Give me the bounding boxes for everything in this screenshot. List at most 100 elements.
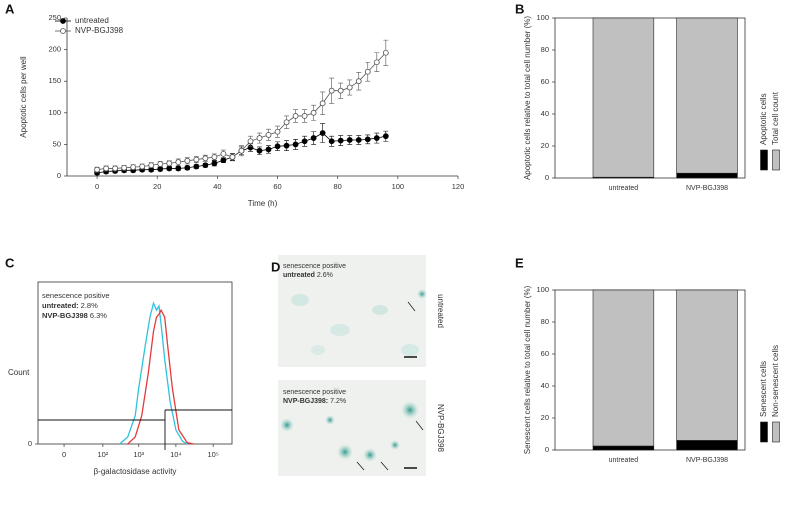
x-tick-label: untreated xyxy=(609,185,639,192)
marker xyxy=(94,166,100,173)
panel-label: C xyxy=(5,255,15,270)
x-tick-label: 10⁵ xyxy=(207,450,218,459)
marker xyxy=(292,113,299,119)
legend-swatch xyxy=(772,149,780,171)
y-tick-label: 0 xyxy=(28,439,32,448)
side-label: untreated xyxy=(436,294,445,328)
marker xyxy=(139,163,146,170)
annotation-label: NVP-BGJ398 xyxy=(42,311,88,320)
marker xyxy=(184,164,191,171)
y-tick-label: 50 xyxy=(53,139,61,148)
marker xyxy=(301,138,308,145)
marker xyxy=(184,157,191,164)
marker xyxy=(328,138,335,145)
x-tick-label: NVP-BGJ398 xyxy=(686,457,728,464)
marker xyxy=(193,156,200,163)
marker xyxy=(247,138,254,145)
x-tick-label: 40 xyxy=(213,182,221,191)
bar xyxy=(592,17,655,178)
y-tick-label: 0 xyxy=(545,173,549,182)
bar xyxy=(592,445,655,451)
marker xyxy=(157,166,164,172)
caption: untreated 2.6% xyxy=(283,272,333,279)
legend-swatch xyxy=(760,421,768,443)
x-tick-label: 60 xyxy=(273,182,281,191)
marker xyxy=(130,164,137,171)
legend-swatch xyxy=(772,421,780,443)
series-line xyxy=(127,308,194,445)
image xyxy=(278,380,426,476)
x-tick-label: 10⁴ xyxy=(170,450,182,459)
y-axis-label: Apoptotic cells relative to total cell n… xyxy=(523,16,532,180)
y-tick-label: 100 xyxy=(536,285,549,294)
y-axis-label: Count xyxy=(8,368,30,377)
marker xyxy=(283,119,290,126)
y-tick-label: 60 xyxy=(541,349,549,358)
marker xyxy=(346,137,353,143)
marker xyxy=(220,157,227,164)
marker xyxy=(355,78,362,85)
annotation-line: NVP-BGJ398 6.3% xyxy=(42,311,107,320)
x-tick-label: untreated xyxy=(609,457,639,464)
y-tick-label: 40 xyxy=(541,381,549,390)
side-label: NVP-BGJ398 xyxy=(436,404,445,453)
legend-label: Senescent cells xyxy=(759,361,768,417)
marker xyxy=(211,160,218,167)
y-axis-label: Senescent cells relative to total cell n… xyxy=(523,285,532,454)
marker xyxy=(373,135,380,141)
marker xyxy=(301,113,308,119)
marker xyxy=(256,135,263,141)
y-tick-label: 200 xyxy=(48,45,61,54)
marker xyxy=(256,147,263,154)
x-axis-label: Time (h) xyxy=(248,199,278,208)
legend-label: Non-senescent cells xyxy=(771,345,780,417)
bar xyxy=(676,17,738,174)
bar xyxy=(676,289,738,441)
x-tick-label: NVP-BGJ398 xyxy=(686,185,728,192)
y-tick-label: 250 xyxy=(48,13,61,22)
y-tick-label: 80 xyxy=(541,45,549,54)
y-tick-label: 100 xyxy=(536,13,549,22)
bar xyxy=(676,172,738,179)
y-tick-label: 0 xyxy=(57,171,61,180)
image xyxy=(278,255,426,367)
caption-value: 2.6% xyxy=(317,272,333,279)
panel-label: E xyxy=(515,255,524,270)
y-tick-label: 100 xyxy=(48,108,61,117)
marker xyxy=(121,164,128,171)
caption-label: NVP-BGJ398: xyxy=(283,398,328,405)
x-axis-label: β-galactosidase activity xyxy=(94,467,177,476)
y-tick-label: 40 xyxy=(541,109,549,118)
annotation-line: untreated: 2.8% xyxy=(42,301,98,310)
marker xyxy=(112,165,119,172)
marker xyxy=(355,137,362,143)
marker xyxy=(265,132,272,138)
caption-value: 7.2% xyxy=(330,398,346,405)
marker xyxy=(319,130,326,136)
y-tick-label: 0 xyxy=(545,445,549,454)
x-tick-label: 10² xyxy=(97,450,108,459)
annotation-value: 2.8% xyxy=(81,301,98,310)
marker xyxy=(238,147,245,154)
annotation-value: 6.3% xyxy=(90,311,107,320)
caption: NVP-BGJ398: 7.2% xyxy=(283,398,346,405)
y-tick-label: 20 xyxy=(541,413,549,422)
x-tick-label: 80 xyxy=(334,182,342,191)
caption-title: senescence positive xyxy=(283,389,346,396)
plot-frame xyxy=(37,281,233,445)
bar xyxy=(676,440,738,451)
marker xyxy=(364,68,371,75)
marker xyxy=(364,136,371,143)
marker xyxy=(202,155,209,162)
marker xyxy=(166,160,173,167)
marker xyxy=(274,143,281,150)
series-line xyxy=(119,301,188,445)
marker xyxy=(211,154,218,160)
marker xyxy=(346,84,353,91)
marker xyxy=(310,135,317,141)
marker xyxy=(175,165,182,172)
y-axis-label: Apoptotic cells per well xyxy=(19,56,28,138)
marker xyxy=(220,150,227,157)
x-tick-label: 100 xyxy=(392,182,405,191)
legend-marker xyxy=(60,28,66,34)
